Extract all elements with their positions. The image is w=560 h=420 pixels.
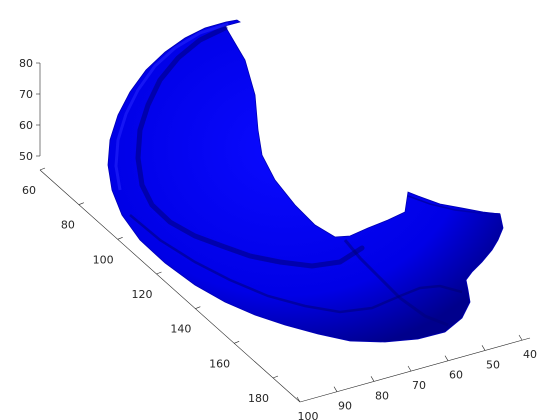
x-tick-mark [296,396,301,403]
x-tick-label: 70 [412,379,426,392]
y-axis-ticks: 60 80 100 120 140 160 180 [22,167,279,405]
y-tick-label: 180 [248,392,269,405]
x-tick-label: 40 [523,348,537,361]
x-tick-mark [444,355,449,361]
y-tick-mark [234,341,240,344]
z-axis-ticks: 50 60 70 80 [19,57,40,163]
z-tick-label: 50 [19,150,33,163]
y-axis-line [39,169,301,403]
x-tick-mark [333,386,338,392]
x-tick-label: 80 [375,389,389,402]
x-tick-mark [481,345,486,351]
y-tick-label: 160 [209,357,230,370]
surface-right-fold [343,239,449,327]
x-tick-mark [518,334,523,341]
y-tick-label: 100 [93,253,114,266]
y-tick-mark [117,237,123,240]
axes: 50 60 70 80 60 80 100 120 140 160 180 40 50 60 70 80 9… [19,57,537,420]
surface-lower-fold [129,214,463,314]
y-tick-mark [156,271,162,275]
z-tick-label: 70 [19,88,33,101]
y-tick-label: 140 [170,323,191,336]
x-tick-label: 50 [486,358,500,371]
y-tick-label: 120 [132,288,153,301]
z-tick-label: 60 [19,119,33,132]
z-tick-label: 80 [19,57,33,70]
surface-body [107,19,504,343]
y-tick-mark [195,306,201,309]
x-tick-label: 90 [338,400,352,413]
y-tick-mark [39,167,46,171]
x-tick-label: 60 [449,369,463,382]
surface-top-edge [407,195,501,215]
y-tick-label: 80 [61,219,75,232]
surface-inner-fold [135,25,365,269]
y-tick-label: 60 [22,184,36,197]
y-tick-mark [272,375,279,379]
surface-rim-highlight [114,22,229,191]
x-axis-line [299,337,531,403]
surface-3d-object [107,19,504,343]
x-tick-mark [407,365,412,372]
x-axis-ticks: 40 50 60 70 80 90 100 [296,334,537,420]
x-tick-label: 100 [298,410,319,420]
x-tick-mark [370,376,375,382]
y-tick-mark [78,202,84,205]
